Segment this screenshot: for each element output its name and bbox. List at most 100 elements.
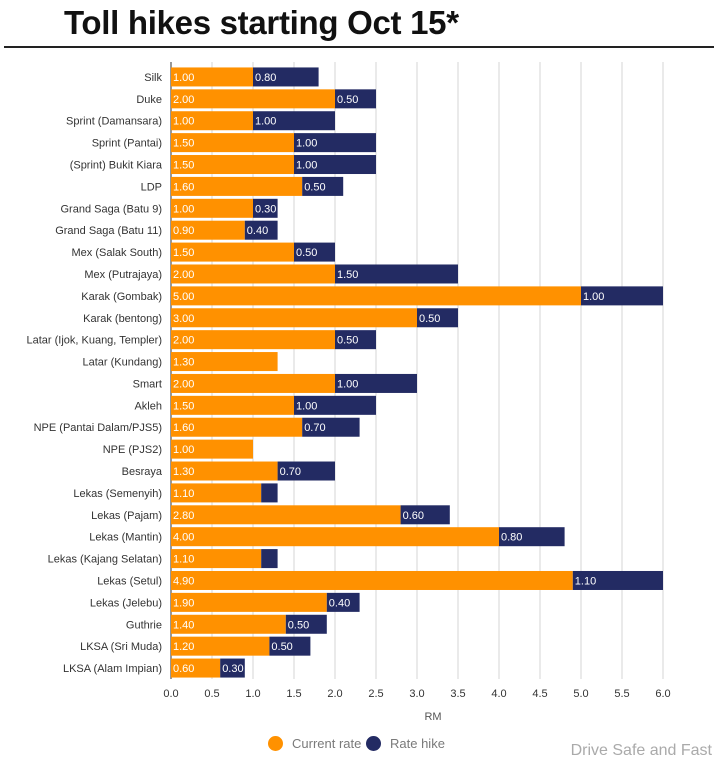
x-tick-label: 2.0 — [327, 688, 342, 700]
bar-current — [171, 220, 245, 240]
bar-current — [171, 352, 278, 372]
category-label: Grand Saga (Batu 11) — [55, 225, 162, 237]
bar-hike — [269, 636, 311, 656]
legend-label-hike: Rate hike — [390, 736, 445, 751]
bar-label-current: 1.00 — [173, 72, 194, 84]
bar-hike — [572, 570, 663, 590]
bar-current — [171, 614, 286, 634]
category-label: Sprint (Damansara) — [66, 116, 162, 128]
bar-hike — [294, 242, 335, 262]
category-label: Lekas (Mantin) — [89, 532, 162, 544]
bar-hike — [294, 155, 376, 175]
bar-label-current: 1.90 — [173, 597, 194, 609]
bar-current — [171, 658, 221, 678]
category-label: Akleh — [134, 400, 162, 412]
bar-label-hike: 0.40 — [329, 597, 350, 609]
bar-current — [171, 330, 335, 350]
category-label: LDP — [141, 181, 162, 193]
bar-label-hike: 1.00 — [583, 291, 604, 303]
bar-label-current: 1.60 — [173, 422, 194, 434]
bar-label-hike: 0.70 — [280, 466, 301, 478]
chart-title: Toll hikes starting Oct 15* — [64, 4, 459, 41]
bar-label-hike: 0.30 — [255, 203, 276, 215]
bar-label-current: 2.00 — [173, 94, 194, 106]
bar-label-hike: 0.30 — [222, 663, 243, 675]
bar-current — [171, 461, 278, 481]
category-label: Latar (Kundang) — [83, 357, 163, 369]
bar-label-hike: 0.50 — [337, 94, 358, 106]
bar-label-hike: 1.00 — [255, 116, 276, 128]
x-tick-label: 1.0 — [245, 688, 260, 700]
bar-label-current: 1.30 — [173, 357, 194, 369]
bar-label-current: 2.00 — [173, 378, 194, 390]
bar-label-hike: 1.10 — [575, 575, 596, 587]
bar-current — [171, 636, 270, 656]
bar-current — [171, 439, 253, 459]
bar-label-current: 4.90 — [173, 575, 194, 587]
bar-label-current: 3.00 — [173, 313, 194, 325]
bar-hike — [581, 286, 663, 306]
x-tick-label: 5.5 — [614, 688, 629, 700]
bar-label-hike: 0.40 — [247, 225, 268, 237]
category-label: Silk — [144, 72, 162, 84]
bar-label-current: 1.50 — [173, 247, 194, 259]
category-label: Guthrie — [126, 619, 162, 631]
bar-label-current: 1.50 — [173, 400, 194, 412]
bar-current — [171, 67, 253, 87]
x-axis-label: RM — [424, 711, 441, 723]
bar-label-current: 1.20 — [173, 641, 194, 653]
bar-current — [171, 308, 417, 328]
category-label: Lekas (Pajam) — [91, 510, 162, 522]
bar-current — [171, 264, 335, 284]
category-label: Lekas (Jelebu) — [90, 597, 162, 609]
bar-label-current: 1.00 — [173, 444, 194, 456]
legend-swatch-hike — [366, 736, 381, 751]
bar-hike — [400, 505, 450, 525]
category-label: Besraya — [122, 466, 163, 478]
bar-hike — [499, 527, 565, 547]
legend-label-current: Current rate — [292, 736, 362, 751]
x-tick-label: 3.5 — [450, 688, 465, 700]
bar-label-hike: 0.50 — [288, 619, 309, 631]
x-tick-label: 0.5 — [204, 688, 219, 700]
bar-current — [171, 89, 335, 109]
bar-label-current: 1.60 — [173, 181, 194, 193]
bar-hike — [253, 67, 319, 87]
bar-current — [171, 570, 573, 590]
watermark: Drive Safe and Fast — [570, 742, 712, 759]
bar-hike — [277, 461, 335, 481]
bar-hike — [335, 264, 458, 284]
legend-item-current: Current rate — [268, 736, 361, 751]
bar-hike — [253, 198, 278, 218]
bar-label-current: 4.00 — [173, 532, 194, 544]
bar-hike — [417, 308, 458, 328]
bar-hike — [335, 330, 376, 350]
bar-label-current: 1.00 — [173, 203, 194, 215]
bar-current — [171, 483, 262, 503]
bar-hike — [261, 483, 278, 503]
category-label: (Sprint) Bukit Kiara — [70, 160, 163, 172]
bar-label-current: 2.00 — [173, 269, 194, 281]
bar-hike — [335, 373, 417, 393]
bar-label-current: 1.50 — [173, 138, 194, 150]
bar-current — [171, 395, 294, 415]
bar-current — [171, 417, 303, 437]
bar-current — [171, 176, 303, 196]
bar-label-current: 1.10 — [173, 488, 194, 500]
category-label: NPE (Pantai Dalam/PJS5) — [34, 422, 162, 434]
x-tick-label: 4.0 — [491, 688, 506, 700]
category-label: Sprint (Pantai) — [92, 138, 162, 150]
bar-label-hike: 1.00 — [337, 378, 358, 390]
bar-label-hike: 0.50 — [419, 313, 440, 325]
bar-hike — [294, 133, 376, 153]
legend-item-hike: Rate hike — [366, 736, 445, 751]
bar-label-hike: 0.50 — [304, 181, 325, 193]
x-tick-label: 1.5 — [286, 688, 301, 700]
bar-current — [171, 527, 499, 547]
bar-current — [171, 505, 401, 525]
bar-label-current: 2.80 — [173, 510, 194, 522]
category-label: Mex (Salak South) — [72, 247, 162, 259]
bar-hike — [253, 111, 335, 131]
x-tick-label: 4.5 — [532, 688, 547, 700]
bar-hike — [261, 549, 278, 569]
